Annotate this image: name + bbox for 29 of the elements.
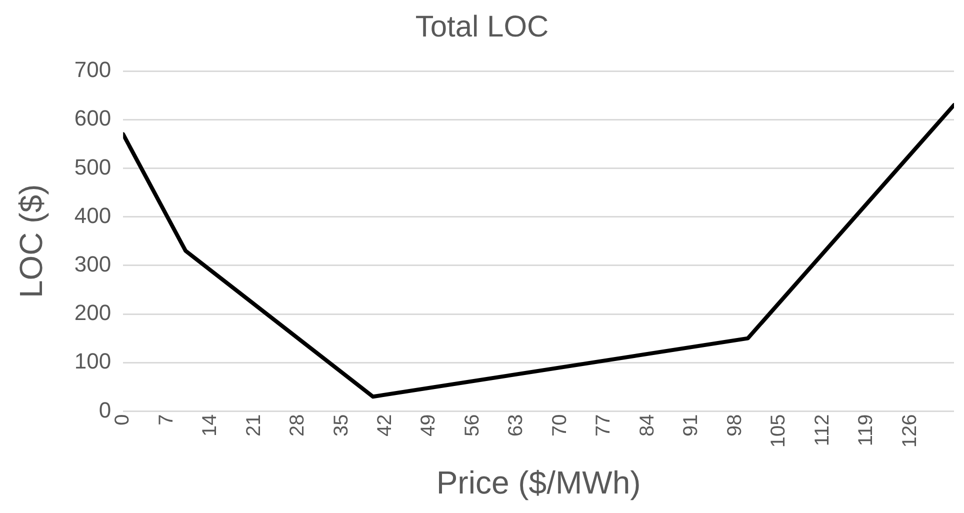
x-tick-label: 119 xyxy=(855,414,878,446)
y-tick-label: 300 xyxy=(74,251,112,276)
x-tick-label: 112 xyxy=(811,414,834,446)
x-tick-label: 14 xyxy=(199,414,222,436)
x-tick-label: 42 xyxy=(374,414,396,436)
x-tick-label: 56 xyxy=(461,414,484,436)
x-tick-label: 84 xyxy=(636,414,658,436)
x-tick-label: 98 xyxy=(724,414,746,436)
x-tick-label: 63 xyxy=(505,414,528,436)
x-tick-label: 91 xyxy=(680,414,702,436)
x-tick-label: 7 xyxy=(155,414,178,426)
y-tick-label: 100 xyxy=(74,348,112,374)
y-tick-label: 600 xyxy=(74,106,112,131)
x-tick-label: 49 xyxy=(418,414,440,436)
x-tick-label: 28 xyxy=(286,414,309,436)
y-tick-label: 400 xyxy=(74,202,112,228)
y-tick-label: 500 xyxy=(74,154,112,180)
y-tick-label: 700 xyxy=(74,57,112,82)
y-tick-label: 200 xyxy=(74,300,112,326)
x-tick-label: 105 xyxy=(768,414,790,448)
x-tick-label: 21 xyxy=(242,414,265,436)
x-tick-label: 77 xyxy=(592,414,615,436)
x-axis-title: Price ($/MWh) xyxy=(436,464,641,501)
x-tick-label: 70 xyxy=(548,414,571,436)
x-tick-label: 126 xyxy=(898,414,921,448)
x-tick-label: 35 xyxy=(330,414,352,436)
x-tick-label: 0 xyxy=(112,414,134,426)
y-axis-title: LOC ($) xyxy=(13,184,50,298)
chart-title: Total LOC xyxy=(415,10,549,44)
